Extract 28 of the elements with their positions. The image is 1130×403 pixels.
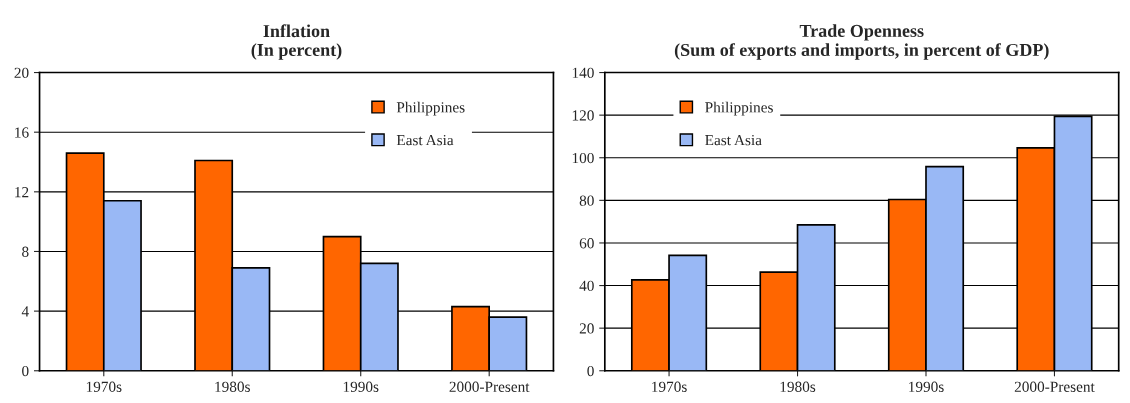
x-tick-label: 1980s bbox=[780, 381, 816, 392]
chart-title: Trade Openness (Sum of exports and imports, in percent of GDP) bbox=[674, 24, 1049, 60]
y-tick-label: 4 bbox=[21, 306, 29, 317]
x-tick-label: 2000-Present bbox=[449, 381, 530, 392]
y-tick-label: 12 bbox=[15, 187, 29, 198]
y-tick-label: 140 bbox=[572, 67, 594, 78]
y-tick-label: 0 bbox=[587, 365, 594, 377]
legend-label: Philippines bbox=[396, 101, 465, 116]
legend-label: Philippines bbox=[705, 101, 773, 116]
x-tick-label: 1970s bbox=[86, 381, 122, 392]
y-tick-label: 80 bbox=[579, 195, 594, 206]
x-tick-label: 1990s bbox=[909, 381, 944, 392]
y-tick-label: 20 bbox=[579, 323, 594, 334]
y-tick-label: 40 bbox=[579, 280, 594, 292]
x-tick-label: 1980s bbox=[215, 381, 250, 392]
y-tick-label: 60 bbox=[579, 238, 594, 249]
y-tick-label: 8 bbox=[22, 246, 29, 257]
y-tick-label: 20 bbox=[14, 67, 29, 78]
x-tick-label: 1990s bbox=[343, 381, 379, 392]
chart-title: Inflation (In percent) bbox=[251, 24, 342, 60]
legend-label: East Asia bbox=[705, 134, 762, 146]
x-tick-label: 1970s bbox=[652, 381, 687, 392]
y-tick-label: 120 bbox=[572, 110, 594, 121]
y-tick-label: 16 bbox=[15, 127, 29, 138]
y-tick-label: 0 bbox=[22, 365, 29, 377]
legend-label: East Asia bbox=[396, 134, 454, 146]
x-tick-label: 2000-Present bbox=[1014, 381, 1095, 392]
y-tick-label: 100 bbox=[572, 152, 594, 164]
